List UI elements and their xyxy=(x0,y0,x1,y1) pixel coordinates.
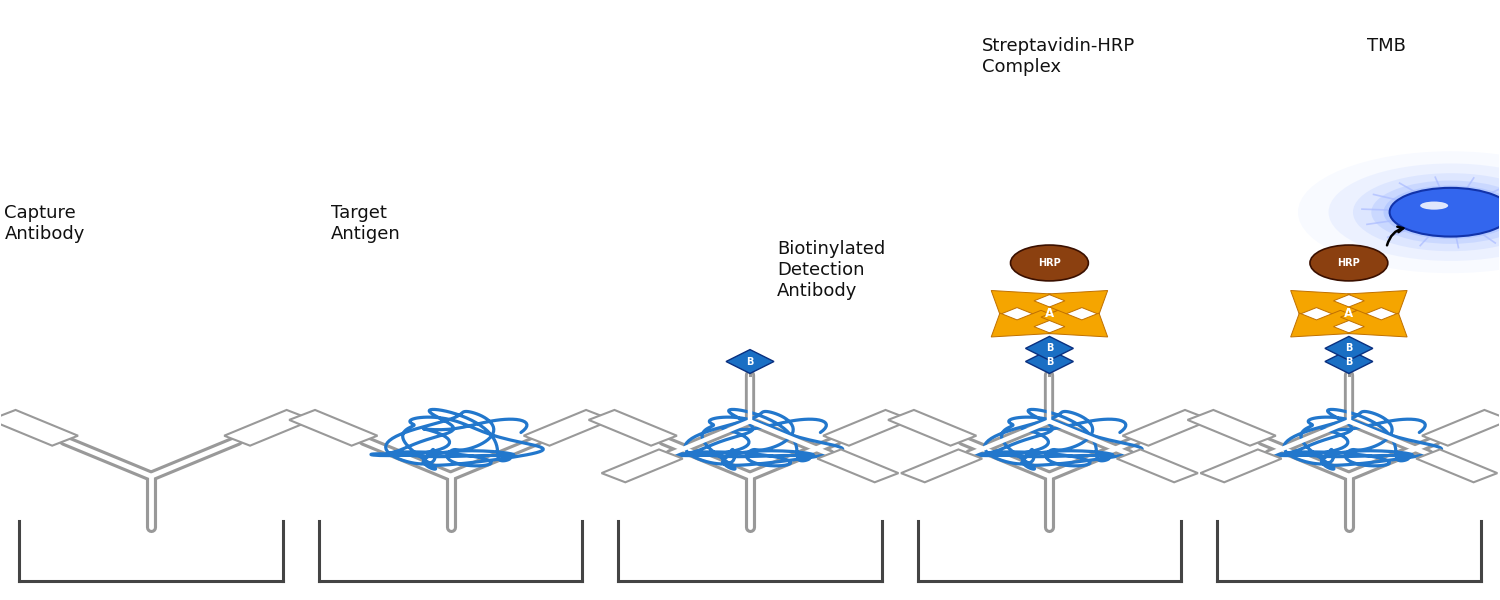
FancyArrow shape xyxy=(1341,310,1407,337)
Text: Streptavidin-HRP
Complex: Streptavidin-HRP Complex xyxy=(982,37,1136,76)
Circle shape xyxy=(1298,151,1500,273)
FancyArrow shape xyxy=(1341,290,1407,317)
Text: HRP: HRP xyxy=(1038,258,1060,268)
Polygon shape xyxy=(0,410,78,446)
Polygon shape xyxy=(524,410,612,446)
Polygon shape xyxy=(290,410,378,446)
Polygon shape xyxy=(1200,449,1281,482)
FancyArrow shape xyxy=(1041,310,1107,337)
Text: B: B xyxy=(747,356,753,367)
Polygon shape xyxy=(224,410,312,446)
FancyArrow shape xyxy=(1290,310,1358,337)
Polygon shape xyxy=(1122,410,1210,446)
FancyArrow shape xyxy=(992,290,1058,317)
Ellipse shape xyxy=(1420,202,1448,209)
Circle shape xyxy=(1329,163,1500,261)
Ellipse shape xyxy=(1310,245,1388,281)
Circle shape xyxy=(1389,188,1500,236)
Text: Target
Antigen: Target Antigen xyxy=(332,205,400,243)
Polygon shape xyxy=(824,410,912,446)
Polygon shape xyxy=(1324,337,1372,361)
Text: Capture
Antibody: Capture Antibody xyxy=(4,205,86,243)
Text: TMB: TMB xyxy=(1366,37,1406,55)
Polygon shape xyxy=(1026,337,1074,361)
Polygon shape xyxy=(888,410,977,446)
Text: A: A xyxy=(1046,307,1054,320)
Text: B: B xyxy=(1046,356,1053,367)
Polygon shape xyxy=(1422,410,1500,446)
Text: Biotinylated
Detection
Antibody: Biotinylated Detection Antibody xyxy=(777,240,885,300)
Polygon shape xyxy=(1416,449,1497,482)
Text: HRP: HRP xyxy=(1338,258,1360,268)
Circle shape xyxy=(1383,185,1500,239)
Polygon shape xyxy=(726,350,774,373)
FancyArrow shape xyxy=(1290,290,1358,317)
Text: A: A xyxy=(1344,307,1353,320)
FancyArrow shape xyxy=(1041,290,1107,317)
Text: B: B xyxy=(1046,343,1053,353)
Polygon shape xyxy=(1026,350,1074,373)
Polygon shape xyxy=(818,449,898,482)
Polygon shape xyxy=(902,449,983,482)
Polygon shape xyxy=(588,410,676,446)
Circle shape xyxy=(1371,181,1500,244)
Text: B: B xyxy=(1346,356,1353,367)
Polygon shape xyxy=(1324,350,1372,373)
Polygon shape xyxy=(602,449,682,482)
FancyArrow shape xyxy=(992,310,1058,337)
Polygon shape xyxy=(1188,410,1276,446)
Ellipse shape xyxy=(1011,245,1089,281)
Text: B: B xyxy=(1346,343,1353,353)
Circle shape xyxy=(1353,173,1500,251)
Polygon shape xyxy=(1116,449,1198,482)
